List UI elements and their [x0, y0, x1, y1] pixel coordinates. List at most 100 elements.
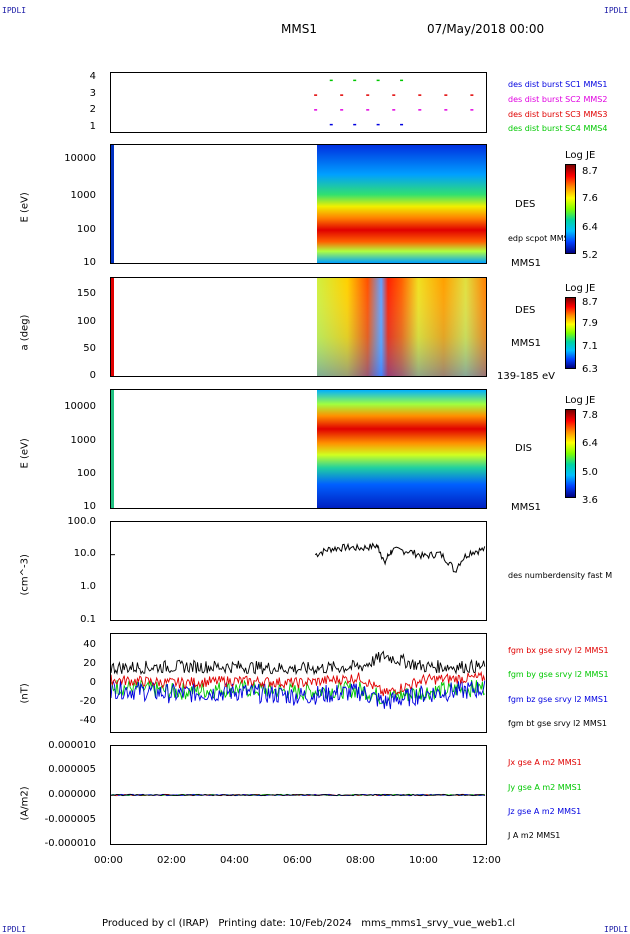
panel-density	[110, 521, 487, 621]
p2-ylabel: E (eV)	[19, 192, 31, 223]
corner-mark-tl: IPDLI	[2, 6, 27, 15]
p7-ytick-2: 0.000005	[48, 764, 96, 775]
panel-des-energy	[110, 144, 487, 264]
p3-ytick-0: 0	[89, 370, 96, 381]
p6-ytick-0: 0	[89, 677, 96, 688]
p7-label-j: J A m2 MMS1	[508, 831, 561, 840]
p3-ytick-150: 150	[76, 288, 96, 299]
p4-cbar-tick-0: 7.8	[582, 410, 598, 421]
des-pitch-spectrogram	[111, 278, 486, 376]
p2-ytick-10: 10	[83, 257, 96, 268]
p2-cbar-tick-1: 7.6	[582, 193, 598, 204]
bfield-series-1	[111, 679, 486, 710]
p3-ytick-50: 50	[83, 343, 96, 354]
p4-ytick-10: 10	[83, 501, 96, 512]
p2-ytick-1000: 1000	[70, 190, 96, 201]
p7-ytick-3: 0.000000	[48, 789, 96, 800]
p4-species: DIS	[515, 443, 532, 454]
p4-cbar-title: Log JE	[565, 395, 596, 406]
p6-label-bt: fgm bt gse srvy l2 MMS1	[508, 719, 607, 728]
p4-spacecraft: MMS1	[511, 502, 541, 513]
p1-label-sc3: des dist burst SC3 MMS3	[508, 110, 608, 119]
p7-label-jx: Jx gse A m2 MMS1	[508, 758, 582, 767]
p3-spacecraft: MMS1	[511, 338, 541, 349]
p6-ytick-m40: -40	[79, 715, 96, 726]
des-energy-spectrogram	[111, 145, 486, 263]
p7-label-jz: Jz gse A m2 MMS1	[508, 807, 582, 816]
panel-burst	[110, 72, 487, 133]
current-density-svg	[111, 793, 486, 797]
p6-ytick-20: 20	[83, 658, 96, 669]
p5-ytick-1: 1.0	[80, 581, 96, 592]
p4-ylabel: E (eV)	[19, 438, 31, 469]
corner-mark-tr: IPDLI	[604, 6, 629, 15]
time-tick-3: 06:00	[283, 855, 312, 866]
p5-ytick-10: 10.0	[73, 548, 96, 559]
time-tick-2: 04:00	[220, 855, 249, 866]
burst-svg	[314, 79, 474, 126]
panel-current-density	[110, 745, 487, 845]
density-series-line	[314, 542, 486, 573]
time-tick-6: 12:00	[472, 855, 501, 866]
p1-label-sc2: des dist burst SC2 MMS2	[508, 95, 608, 104]
panel-des-pitch	[110, 277, 487, 377]
p3-ytick-100: 100	[76, 316, 96, 327]
p3-cbar-title: Log JE	[565, 283, 596, 294]
p3-species: DES	[515, 305, 536, 316]
current-series-3	[111, 793, 486, 797]
p3-energy-range: 139-185 eV	[497, 371, 555, 382]
p7-ytick-4: -0.000005	[44, 814, 96, 825]
p3-cbar-tick-2: 7.1	[582, 341, 598, 352]
p2-extra-label: edp scpot MMS1	[508, 234, 574, 243]
p1-label-sc4: des dist burst SC4 MMS4	[508, 124, 608, 133]
bfield-series-0	[111, 650, 486, 676]
p6-ylabel: (nT)	[19, 683, 31, 704]
p6-label-bx: fgm bx gse srvy l2 MMS1	[508, 646, 609, 655]
p2-ytick-100: 100	[76, 224, 96, 235]
p2-cbar-tick-0: 8.7	[582, 166, 598, 177]
p4-cbar-tick-3: 3.6	[582, 495, 598, 506]
p2-cbar-tick-3: 5.2	[582, 250, 598, 261]
des-energy-early-strip	[111, 145, 114, 263]
p7-ytick-1: 0.000010	[48, 740, 96, 751]
p2-cbar-tick-2: 6.4	[582, 222, 598, 233]
p6-ytick-40: 40	[83, 639, 96, 650]
p2-spacecraft: MMS1	[511, 258, 541, 269]
p1-ytick-1: 1	[89, 121, 96, 132]
time-tick-1: 02:00	[157, 855, 186, 866]
dis-energy-spectrogram	[111, 390, 486, 508]
des-pitch-early-strip	[111, 278, 114, 376]
p4-ytick-100: 100	[76, 468, 96, 479]
p1-ytick-2: 2	[89, 104, 96, 115]
p4-cbar-tick-2: 5.0	[582, 467, 598, 478]
bfield-series-3	[111, 670, 486, 697]
footer-text: Produced by cl (IRAP) Printing date: 10/…	[102, 918, 516, 929]
panel-dis-energy	[110, 389, 487, 509]
p3-ylabel: a (deg)	[19, 314, 31, 351]
p5-ylabel: (cm^-3)	[19, 554, 31, 596]
header-datetime: 07/May/2018 00:00	[427, 22, 545, 36]
p2-cbar-title: Log JE	[565, 150, 596, 161]
p5-label: des numberdensity fast M	[508, 571, 613, 580]
header-spacecraft: MMS1	[281, 22, 317, 36]
des-pitch-data-shading	[317, 278, 486, 376]
p2-colorbar	[565, 164, 576, 254]
p6-label-by: fgm by gse srvy l2 MMS1	[508, 670, 609, 679]
panel-magnetic-field	[110, 633, 487, 733]
p7-ylabel: (A/m2)	[19, 786, 31, 821]
p2-ytick-10000: 10000	[64, 153, 96, 164]
p4-colorbar	[565, 409, 576, 498]
p3-cbar-tick-1: 7.9	[582, 318, 598, 329]
p1-ytick-4: 4	[89, 71, 96, 82]
time-tick-5: 10:00	[409, 855, 438, 866]
corner-mark-br: IPDLI	[604, 925, 629, 934]
dis-energy-data-block	[317, 390, 486, 508]
p5-ytick-100: 100.0	[67, 516, 96, 527]
time-tick-0: 00:00	[94, 855, 123, 866]
p4-ytick-10000: 10000	[64, 401, 96, 412]
des-energy-data-block	[317, 145, 486, 263]
p1-label-sc1: des dist burst SC1 MMS1	[508, 80, 608, 89]
p7-label-jy: Jy gse A m2 MMS1	[508, 783, 582, 792]
p7-ytick-5: -0.000010	[44, 838, 96, 849]
p5-ytick-0-1: 0.1	[80, 614, 96, 625]
